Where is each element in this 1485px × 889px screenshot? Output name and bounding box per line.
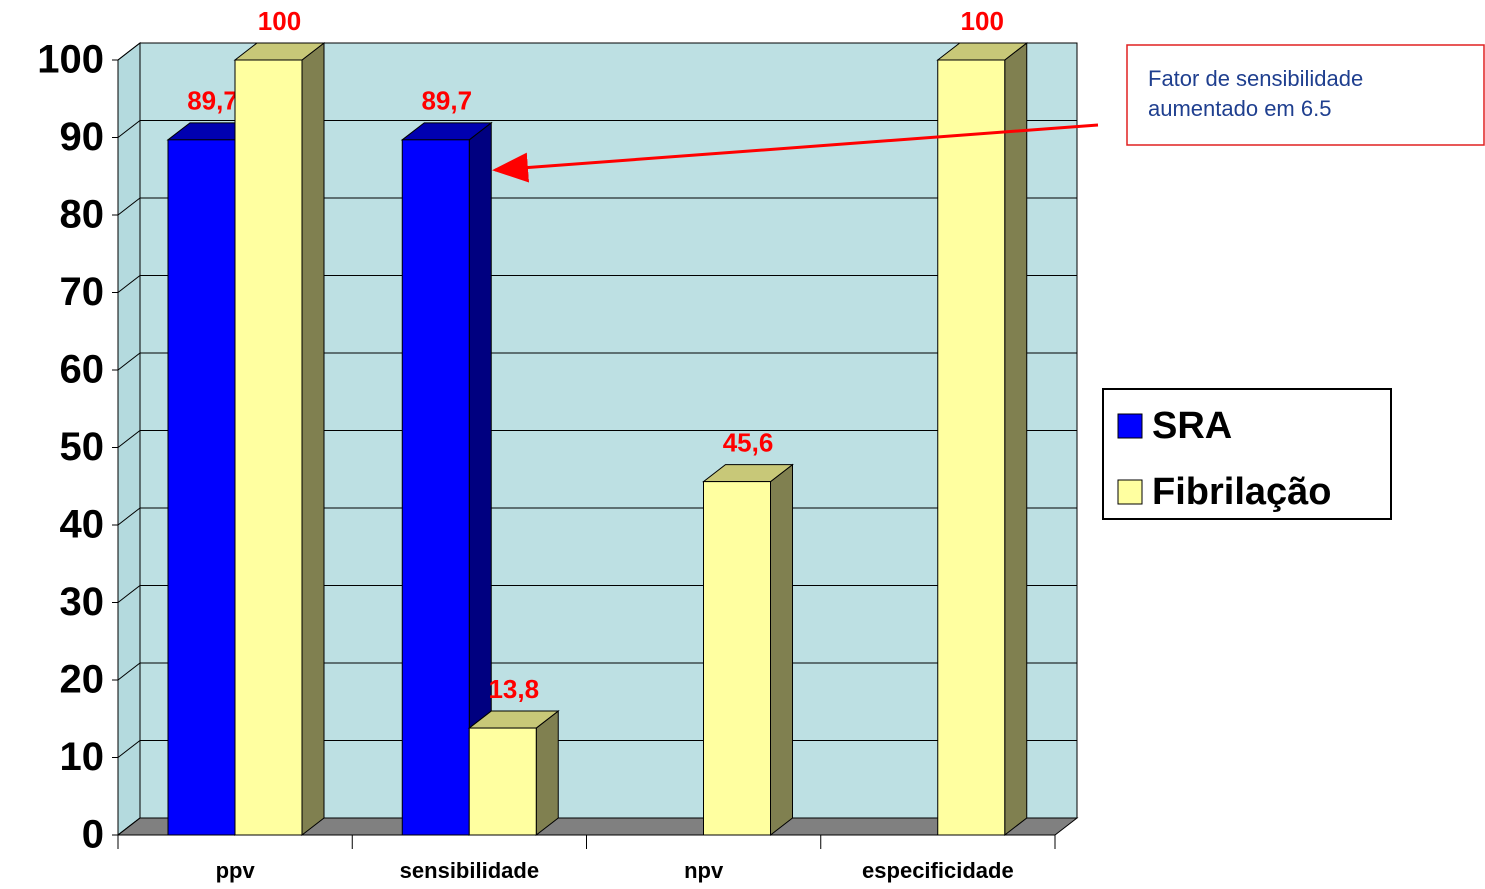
y-tick-label: 70 (60, 270, 105, 314)
y-tick-label: 90 (60, 115, 105, 159)
value-label: 13,8 (488, 674, 539, 704)
y-tick-label: 60 (60, 348, 105, 392)
bar-side (770, 463, 793, 837)
y-tick-label: 100 (37, 38, 104, 82)
annotation-text: Fator de sensibilidade (1148, 66, 1363, 91)
legend-label: SRA (1152, 405, 1232, 447)
bar-side (301, 41, 325, 837)
annotation-arrow (492, 123, 1099, 183)
annotation-text: aumentado em 6.5 (1148, 96, 1331, 121)
y-tick-label: 0 (82, 813, 104, 857)
value-label: 45,6 (723, 427, 774, 457)
grid-line (117, 197, 1077, 216)
value-label: 100 (961, 6, 1004, 36)
bar (167, 139, 236, 836)
value-label: 89,7 (421, 86, 472, 116)
legend (1102, 388, 1392, 520)
grid-line (117, 275, 1077, 293)
y-tick-label: 30 (60, 580, 105, 624)
grid-line (117, 430, 1077, 448)
legend-swatch (1117, 479, 1143, 505)
y-tick-label: 50 (60, 425, 105, 469)
x-tick-label: ppv (216, 858, 256, 883)
legend-swatch (1117, 413, 1143, 439)
bar (937, 59, 1006, 836)
y-tick-label: 20 (60, 658, 105, 702)
bar (401, 139, 470, 836)
value-label: 89,7 (187, 86, 238, 116)
bar (234, 59, 303, 836)
x-tick-label: npv (684, 858, 724, 883)
x-tick-label: especificidade (862, 858, 1014, 883)
bar (468, 727, 537, 836)
y-tick-label: 80 (60, 193, 105, 237)
annotation-box (1126, 44, 1485, 146)
grid-line (117, 120, 1077, 138)
bar-side (535, 710, 559, 837)
bar-side (1004, 41, 1028, 837)
y-tick-label: 40 (60, 503, 105, 547)
legend-label: Fibrilação (1152, 471, 1332, 513)
legend-entries: SRA Fibrilação (1117, 405, 1332, 513)
value-label: 100 (258, 6, 301, 36)
y-tick-label: 10 (60, 735, 105, 779)
bars: 89,7 100 89,7 13,8 45,6 100 (166, 6, 1029, 837)
grid-line (117, 42, 1077, 61)
grid-line (117, 352, 1077, 371)
bar (703, 481, 771, 836)
x-tick-label: sensibilidade (400, 858, 539, 883)
